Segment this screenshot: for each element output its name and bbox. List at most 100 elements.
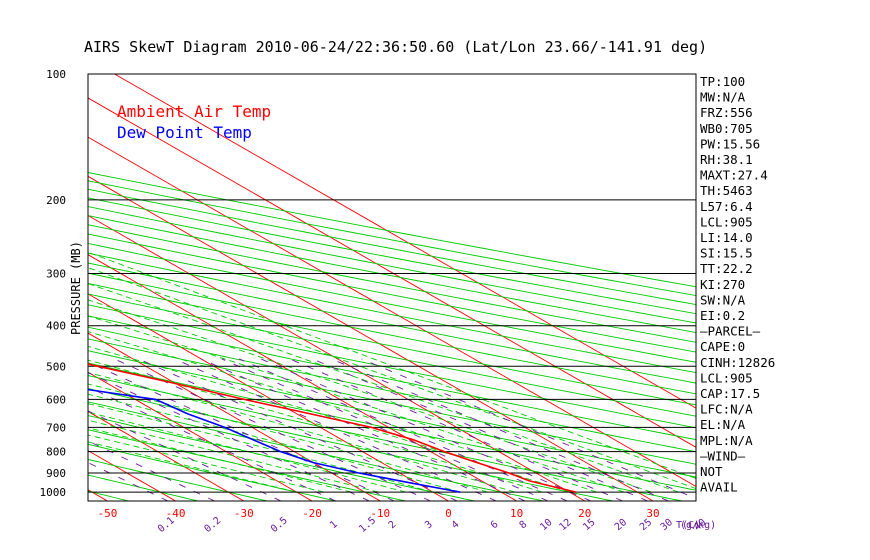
legend-dew-point-temp: Dew Point Temp (117, 123, 252, 142)
moist-adiabat-line (88, 331, 597, 493)
stability-index-item: LI:14.0 (700, 230, 753, 245)
stability-index-item: TT:22.2 (700, 261, 753, 276)
pressure-ticks: 100 200 300 400 500 600 700 800 900 1000 (40, 68, 67, 499)
pressure-tick-label: 300 (46, 268, 66, 281)
stability-index-item: FRZ:556 (700, 105, 753, 120)
moist-adiabat-line (88, 393, 461, 493)
stability-index-item: AVAIL (700, 480, 738, 495)
bottom-temp-tick-label: 30 (646, 507, 659, 520)
dry-adiabat-line (88, 338, 696, 465)
dry-adiabat-line (88, 180, 696, 297)
mixing-ratio-lines (88, 358, 696, 501)
stability-index-item: KI:270 (700, 277, 745, 292)
stability-index-item: EL:N/A (700, 417, 746, 432)
mixing-ratio-line (88, 462, 169, 501)
dry-adiabat-line (88, 282, 696, 406)
stability-index-item: MPL:N/A (700, 433, 753, 448)
stability-index-item: MW:N/A (700, 90, 746, 105)
dry-adiabat-line (88, 188, 696, 306)
pressure-tick-label: 600 (46, 393, 66, 406)
stability-index-item: PW:15.56 (700, 136, 760, 151)
plot-frame (87, 73, 697, 502)
dry-adiabat-line (88, 172, 696, 288)
isotherm-lines (0, 55, 696, 503)
stability-index-item: L57:6.4 (700, 199, 753, 214)
mixing-ratio-tick-label: 30 (659, 517, 675, 533)
dry-adiabat-line (88, 215, 696, 333)
pressure-tick-label: 500 (46, 360, 66, 373)
stability-index-item: TH:5463 (700, 183, 753, 198)
isotherm-line (88, 371, 313, 501)
mixing-ratio-line (239, 358, 568, 501)
isotherm-line (88, 136, 696, 488)
stability-index-item: CAP:17.5 (700, 386, 760, 401)
isotherm-line (113, 74, 696, 409)
legend: Ambient Air Temp Dew Point Temp (117, 102, 271, 142)
bottom-temp-tick-label: -20 (302, 507, 322, 520)
y-axis-label: PRESSURE (MB) (69, 241, 83, 335)
stability-index-item: NOT (700, 464, 723, 479)
pressure-tick-label: 200 (46, 194, 66, 207)
dry-adiabat-lines (88, 172, 696, 501)
moist-adiabat-line (88, 251, 696, 479)
moist-adiabat-line (88, 372, 515, 493)
dry-adiabat-line (88, 326, 696, 453)
mixing-ratio-line (331, 358, 669, 501)
mixing-ratio-line (312, 358, 648, 501)
mixing-ratio-line (174, 358, 497, 501)
pressure-tick-label: 1000 (40, 486, 67, 499)
mixing-ratio-tick-label: 2 (387, 519, 399, 531)
pressure-tick-label: 700 (46, 421, 66, 434)
bottom-temp-tick-label: -50 (97, 507, 117, 520)
moist-adiabat-line (88, 411, 406, 493)
moist-adiabat-line (88, 419, 379, 493)
pressure-tick-label: 400 (46, 320, 66, 333)
stability-index-item: CINH:12826 (700, 355, 775, 370)
mixing-ratio-tick-label: 12 (557, 517, 573, 533)
bottom-temp-tick-label: -40 (166, 507, 186, 520)
mixing-ratio-tick-label: 0.5 (269, 515, 290, 535)
mixing-ratio-unit-label: (g/kg) (680, 520, 716, 531)
bottom-temp-tick-label: -30 (234, 507, 254, 520)
stability-index-item: LCL:905 (700, 370, 753, 385)
moist-adiabat-line (88, 403, 434, 493)
mixing-ratio-tick-label: 20 (613, 517, 629, 533)
stability-indices: TP:100MW:N/AFRZ:556WB0:705PW:15.56RH:38.… (700, 74, 775, 495)
stability-index-item: CAPE:0 (700, 339, 745, 354)
stability-index-item: TP:100 (700, 74, 745, 89)
mixing-ratio-line (114, 358, 431, 501)
pressure-tick-label: 100 (46, 68, 66, 81)
moist-adiabat-line (88, 441, 297, 493)
x-axis-label: T(C) (676, 520, 700, 531)
bottom-temperature-ticks: -50 -40 -30 -20 -10 0 10 20 30 (97, 507, 659, 520)
mixing-ratio-line (200, 358, 526, 501)
isotherm-line (88, 332, 382, 501)
isotherm-line (88, 97, 696, 448)
mixing-ratio-tick-label: 0.2 (202, 515, 223, 535)
stability-index-item: RH:38.1 (700, 152, 753, 167)
stability-index-item: WB0:705 (700, 121, 753, 136)
mixing-ratio-line (138, 358, 458, 501)
bottom-temp-tick-label: -10 (370, 507, 390, 520)
isotherm-line (88, 175, 654, 501)
bottom-temp-tick-label: 10 (510, 507, 523, 520)
dew-point-temp-line (88, 388, 461, 493)
dry-adiabat-line (88, 272, 696, 395)
dry-adiabat-line (88, 315, 696, 441)
pressure-tick-label: 900 (46, 467, 66, 480)
dry-adiabat-line (88, 224, 696, 343)
mixing-ratio-tick-label: 6 (489, 519, 501, 531)
isotherm-line (0, 55, 42, 503)
stability-index-item: LCL:905 (700, 214, 753, 229)
bottom-temp-tick-label: 0 (445, 507, 452, 520)
dry-adiabat-line (88, 233, 696, 353)
mixing-ratio-line (361, 358, 696, 500)
dry-adiabat-line (88, 293, 696, 417)
isotherm-line (88, 293, 450, 501)
pressure-tick-label: 800 (46, 446, 66, 459)
stability-index-item: —PARCEL— (700, 324, 761, 339)
mixing-ratio-tick-label: 4 (450, 519, 462, 531)
dry-adiabat-line (88, 375, 685, 501)
moist-adiabat-line (88, 383, 488, 493)
moist-adiabat-line (88, 315, 625, 493)
